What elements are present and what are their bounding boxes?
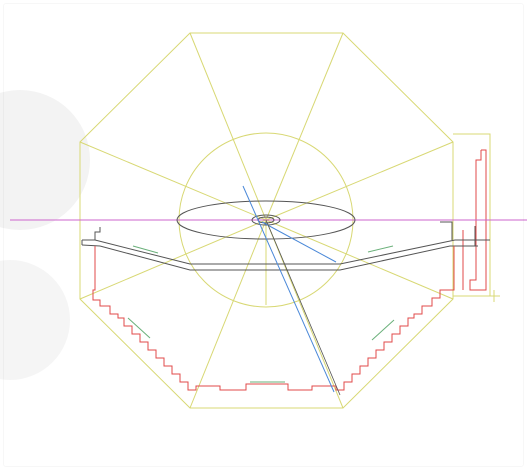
- plan-outline: [92, 246, 455, 391]
- section-profile-right: [440, 221, 453, 240]
- blue-ray: [261, 221, 337, 263]
- detail-green: [127, 245, 395, 383]
- detail-green-strip: [367, 245, 394, 253]
- section-profile-bottom: [99, 245, 478, 271]
- background-shade: [0, 260, 70, 380]
- detail-green-strip: [127, 317, 151, 339]
- blue-ray: [242, 185, 335, 393]
- radial-guide-line: [265, 141, 454, 221]
- detail-green-strip: [132, 245, 159, 254]
- radial-guide-line: [189, 219, 267, 409]
- section-profile-top: [94, 239, 490, 265]
- blue-rays: [242, 185, 337, 393]
- radial-guide-line: [189, 32, 267, 221]
- section-profile-left: [82, 227, 101, 241]
- dark-ray: [265, 219, 341, 396]
- detail-green-strip: [371, 319, 395, 341]
- section-profile-edge: [81, 244, 101, 247]
- elevation-box: [453, 133, 491, 297]
- radial-guide-line: [265, 32, 344, 221]
- section-profile: [81, 221, 490, 271]
- elevation-red-profile: [469, 149, 487, 291]
- radial-guide-line: [79, 141, 267, 221]
- inner-ellipse: [251, 214, 281, 226]
- background-shade: [0, 90, 90, 230]
